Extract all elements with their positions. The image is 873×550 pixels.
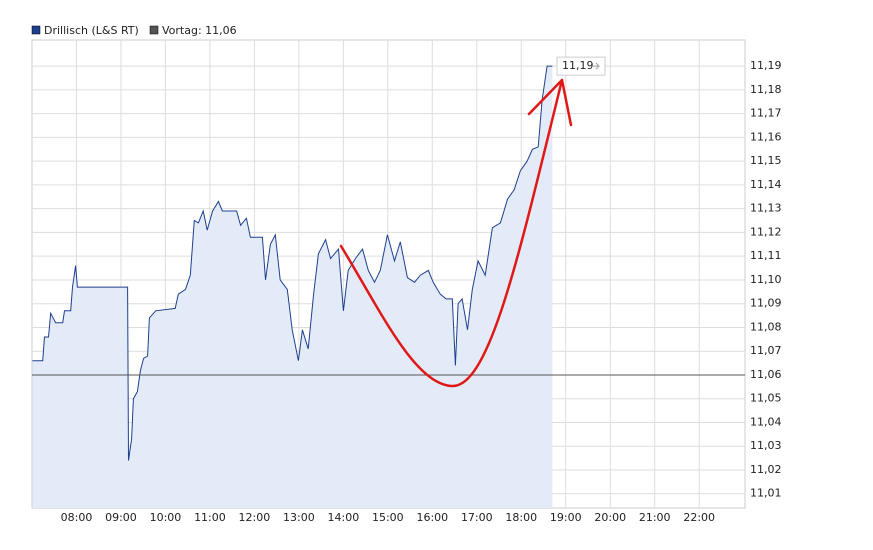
y-tick-label: 11,19	[750, 59, 782, 72]
hand-drawn-arrow	[339, 78, 573, 388]
legend-swatch	[31, 25, 41, 35]
x-tick-label: 21:00	[639, 511, 671, 524]
y-tick-label: 11,08	[750, 320, 782, 333]
y-tick-label: 11,06	[750, 368, 782, 381]
y-tick-label: 11,01	[750, 487, 782, 500]
x-tick-label: 19:00	[550, 511, 582, 524]
x-tick-label: 14:00	[328, 511, 360, 524]
y-tick-label: 11,12	[750, 225, 782, 238]
y-tick-label: 11,15	[750, 154, 782, 167]
last-price-box	[556, 56, 606, 76]
x-tick-label: 20:00	[594, 511, 626, 524]
y-tick-label: 11,03	[750, 439, 782, 452]
y-tick-label: 11,04	[750, 415, 782, 428]
y-tick-label: 11,14	[750, 178, 782, 191]
x-tick-label: 09:00	[105, 511, 137, 524]
y-tick-label: 11,13	[750, 202, 782, 215]
x-tick-label: 18:00	[505, 511, 537, 524]
y-tick-label: 11,11	[750, 249, 782, 262]
legend-label: Drillisch (L&S RT)	[44, 24, 139, 37]
x-tick-label: 22:00	[683, 511, 715, 524]
x-tick-label: 11:00	[194, 511, 226, 524]
area	[32, 66, 553, 508]
y-tick-label: 11,02	[750, 463, 782, 476]
x-tick-label: 16:00	[416, 511, 448, 524]
y-tick-label: 11,17	[750, 107, 782, 120]
x-tick-label: 15:00	[372, 511, 404, 524]
price-line	[32, 65, 553, 461]
y-tick-label: 11,07	[750, 344, 782, 357]
y-tick-label: 11,18	[750, 83, 782, 96]
last-price-label: 11,19	[562, 59, 594, 72]
y-tick-label: 11,16	[750, 130, 782, 143]
legend-label: Vortag: 11,06	[162, 24, 237, 37]
series-layer	[32, 65, 745, 508]
x-tick-label: 10:00	[150, 511, 182, 524]
y-tick-label: 11,10	[750, 273, 782, 286]
x-tick-label: 12:00	[239, 511, 271, 524]
x-tick-label: 13:00	[283, 511, 315, 524]
y-tick-label: 11,09	[750, 297, 782, 310]
annotation	[339, 78, 573, 388]
last-price-arrow	[592, 62, 600, 70]
y-tick-label: 11,05	[750, 392, 782, 405]
x-tick-label: 17:00	[461, 511, 493, 524]
legend-swatch	[149, 25, 159, 35]
x-tick-label: 08:00	[61, 511, 93, 524]
